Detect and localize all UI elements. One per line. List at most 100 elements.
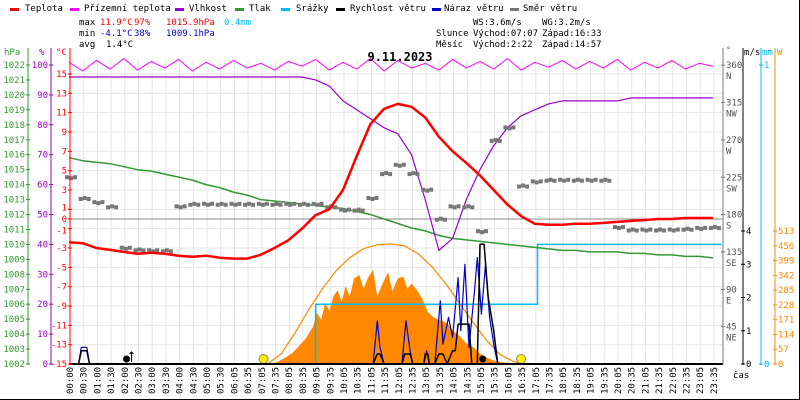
wind-direction-point bbox=[548, 177, 553, 182]
humidity-axis-tick-label: 0 bbox=[43, 360, 48, 370]
wind-direction-point bbox=[552, 178, 557, 183]
wind-direction-point bbox=[110, 204, 115, 209]
legend-label: Srážky bbox=[296, 4, 329, 14]
hpa-axis-tick-label: 1012 bbox=[3, 211, 25, 221]
wind-direction-point bbox=[182, 204, 187, 209]
wind-direction-point bbox=[237, 201, 242, 206]
wind-direction-point bbox=[634, 228, 639, 233]
wind-direction-point bbox=[123, 246, 128, 251]
wind-direction-point bbox=[343, 208, 347, 213]
legend-label: Náraz větru bbox=[444, 4, 504, 14]
wind-direction-point bbox=[69, 176, 73, 181]
wind-direction-tick-label: 135 bbox=[726, 248, 742, 258]
temp-axis-tick-label: -11 bbox=[51, 321, 67, 331]
wind-direction-point bbox=[127, 245, 132, 250]
wind-direction-point bbox=[256, 201, 261, 206]
x-tick-label: 12:35 bbox=[409, 367, 419, 394]
legend-label: Teplota bbox=[25, 4, 63, 14]
moonset-time: Západ:14:57 bbox=[542, 40, 602, 50]
x-tick-label: 14:35 bbox=[463, 367, 473, 394]
wind-direction-point bbox=[393, 162, 398, 167]
wind-direction-compass-label: W bbox=[726, 147, 732, 157]
wind-direction-point bbox=[667, 227, 672, 232]
stats-wind-speed-max: WS:3.6m/s bbox=[473, 18, 522, 28]
wind-direction-point bbox=[147, 248, 152, 253]
wind-direction-point bbox=[462, 205, 467, 210]
wind-direction-point bbox=[174, 204, 179, 209]
wind-direction-point bbox=[448, 204, 453, 209]
x-tick-label: 19:05 bbox=[587, 367, 597, 394]
x-tick-label: 17:05 bbox=[532, 367, 542, 394]
hpa-axis-tick-label: 1002 bbox=[3, 360, 25, 370]
wind-direction-compass-label: S bbox=[726, 222, 731, 232]
wind-direction-point bbox=[160, 249, 165, 254]
wind-direction-point bbox=[566, 177, 571, 182]
wind-direction-point bbox=[352, 208, 357, 213]
x-tick-label: 04:30 bbox=[189, 367, 199, 394]
radiation-axis-tick-label: 228 bbox=[778, 301, 794, 311]
wind-direction-point bbox=[178, 205, 183, 210]
legend-swatch bbox=[235, 8, 244, 11]
wind-direction-compass-label: SW bbox=[726, 184, 737, 194]
wind-direction-point bbox=[274, 201, 279, 206]
wind-direction-point bbox=[384, 171, 389, 176]
wind-direction-point bbox=[82, 196, 87, 200]
humidity-axis-tick-label: 60 bbox=[37, 181, 48, 191]
temp-axis-tick-label: -3 bbox=[56, 244, 67, 254]
wind-direction-point bbox=[196, 202, 201, 207]
temp-axis-tick-label: 5 bbox=[62, 167, 67, 177]
radiation-axis-tick-label: 342 bbox=[778, 271, 794, 281]
wind-direction-point bbox=[78, 197, 83, 201]
wind-direction-tick-label: 270 bbox=[726, 136, 742, 146]
wind-direction-point bbox=[534, 180, 539, 185]
legend-swatch bbox=[70, 8, 79, 11]
wind-direction-point bbox=[339, 207, 343, 212]
axis-unit-pct: % bbox=[39, 48, 45, 58]
wind-direction-point bbox=[689, 227, 694, 232]
wind-direction-tick-label: 90 bbox=[726, 285, 737, 295]
x-tick-label: 03:30 bbox=[162, 367, 172, 394]
wind-direction-point bbox=[603, 177, 608, 182]
x-tick-label: 19:35 bbox=[600, 367, 610, 394]
wind-direction-point bbox=[607, 178, 612, 183]
hpa-axis-tick-label: 1020 bbox=[3, 91, 25, 101]
wind-direction-point bbox=[648, 227, 653, 232]
wind-direction-point bbox=[599, 178, 604, 183]
x-tick-label: 20:35 bbox=[628, 367, 638, 394]
wind-direction-point bbox=[206, 202, 210, 207]
temp-axis-tick-label: 15 bbox=[56, 70, 67, 80]
wind-speed-axis-tick-label: 1 bbox=[746, 327, 751, 337]
moonset-icon bbox=[479, 355, 487, 363]
wind-direction-point bbox=[544, 178, 549, 183]
legend-swatch bbox=[175, 8, 184, 11]
wind-direction-point bbox=[562, 178, 567, 183]
wind-direction-point bbox=[511, 125, 516, 130]
stats-rain-total: 0.4mm bbox=[224, 18, 252, 28]
temp-axis-tick-label: -9 bbox=[56, 302, 67, 312]
wind-direction-point bbox=[530, 179, 535, 184]
legend-swatch bbox=[510, 8, 519, 11]
wind-direction-point bbox=[397, 163, 402, 168]
wind-direction-point bbox=[558, 177, 563, 182]
wind-direction-point bbox=[708, 226, 713, 231]
wind-direction-point bbox=[589, 178, 594, 183]
wind-direction-point bbox=[630, 227, 635, 232]
x-tick-label: 12:05 bbox=[395, 367, 405, 394]
humidity-axis-tick-label: 70 bbox=[37, 151, 48, 161]
hpa-axis-tick-label: 1018 bbox=[3, 121, 25, 131]
stats-max-humidity: 97% bbox=[134, 18, 151, 28]
legend-label: Přízemní teplota bbox=[84, 4, 171, 14]
x-tick-label: 11:35 bbox=[381, 367, 391, 394]
stats-min-label: min bbox=[79, 29, 96, 39]
wind-direction-point bbox=[626, 228, 631, 233]
radiation-axis-tick-label: 285 bbox=[778, 286, 794, 296]
legend-swatch bbox=[281, 8, 290, 11]
wind-direction-compass-label: E bbox=[726, 296, 731, 306]
wind-direction-point bbox=[411, 171, 416, 176]
temp-axis-tick-label: 7 bbox=[62, 147, 67, 157]
sun-label: Slunce bbox=[436, 29, 469, 39]
wind-direction-point bbox=[297, 202, 302, 207]
x-tick-label: 13:35 bbox=[436, 367, 446, 394]
humidity-axis-tick-label: 30 bbox=[37, 270, 48, 280]
